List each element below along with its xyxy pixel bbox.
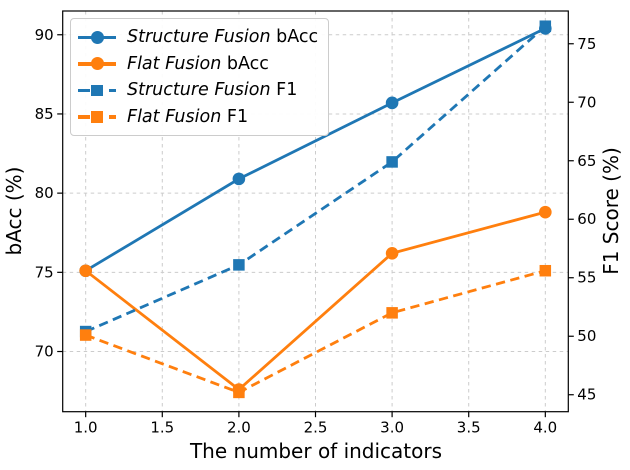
y-tick-label-left: 75 [35, 263, 54, 281]
marker-flat-fusion-bacc [79, 264, 92, 278]
y-tick-label-left: 85 [35, 105, 54, 123]
x-tick-label: 1.5 [150, 419, 174, 437]
marker-flat-fusion-bacc [539, 205, 552, 219]
series-line-flat-fusion-f1 [85, 269, 546, 394]
legend-label: Structure Fusion bAcc [127, 27, 319, 48]
marker-flat-fusion-f1 [539, 264, 552, 277]
y-tick-label-right: 75 [577, 35, 596, 53]
legend-line-sample [78, 83, 116, 98]
y-tick-label-right: 70 [577, 93, 596, 111]
x-tick-label: 1.0 [74, 419, 98, 437]
legend-label: Flat Fusion bAcc [127, 53, 269, 74]
series-line-structure-fusion-bacc [84, 27, 546, 272]
marker-structure-fusion-bacc [385, 96, 399, 110]
legend-item-flat-fusion-bacc: Flat Fusion bAcc [78, 51, 318, 78]
marker-flat-fusion-f1 [79, 329, 92, 341]
y-tick-label-right: 65 [577, 152, 596, 170]
marker-flat-fusion-bacc [385, 247, 399, 260]
legend-line-sample [78, 109, 116, 124]
marker-structure-fusion-f1 [386, 156, 398, 168]
series-line-structure-fusion-f1 [85, 25, 547, 333]
legend: Structure Fusion bAcc Flat Fusion bAcc Str… [70, 18, 330, 136]
legend-marker-square-icon [91, 84, 103, 97]
legend-marker-circle-icon [90, 30, 104, 44]
marker-structure-fusion-f1 [233, 259, 245, 271]
legend-item-structure-fusion-bacc: Structure Fusion bAcc [78, 24, 318, 51]
y-tick-label-right: 55 [577, 269, 596, 287]
legend-line-sample [78, 30, 116, 45]
marker-structure-fusion-f1 [539, 20, 552, 32]
y-tick-label-right: 60 [577, 210, 596, 228]
series-line-flat-fusion-bacc [84, 210, 546, 392]
legend-item-structure-fusion-f1: Structure Fusion F1 [78, 77, 318, 104]
legend-marker-square-icon [91, 111, 103, 123]
legend-marker-circle-icon [90, 57, 104, 71]
legend-item-flat-fusion-f1: Flat Fusion F1 [78, 104, 318, 131]
y-tick-label-right: 50 [577, 327, 596, 345]
y-tick-label-left: 90 [35, 26, 54, 44]
x-tick-label: 4.0 [533, 419, 557, 437]
marker-structure-fusion-bacc [232, 172, 246, 186]
x-tick-label: 3.5 [457, 419, 481, 437]
legend-line-sample [78, 56, 116, 71]
marker-flat-fusion-f1 [233, 386, 245, 399]
marker-flat-fusion-f1 [386, 307, 398, 319]
x-tick-label: 2.0 [227, 419, 251, 437]
x-tick-label: 2.5 [304, 419, 328, 437]
legend-label: Flat Fusion F1 [127, 106, 249, 127]
y-tick-label-left: 80 [35, 184, 54, 202]
y-tick-label-left: 70 [35, 343, 54, 361]
legend-label: Structure Fusion F1 [127, 80, 298, 101]
y-tick-label-right: 45 [577, 386, 596, 404]
x-tick-label: 3.0 [380, 419, 404, 437]
